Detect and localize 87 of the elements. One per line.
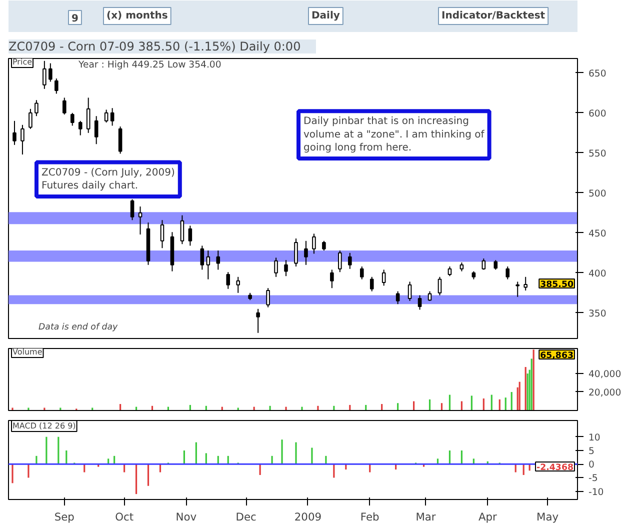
y-tick-label: 550 (588, 148, 606, 160)
chart-title: ZC0709 - Corn 07-09 385.50 (-1.15%) Daily 0:00 (8, 40, 301, 54)
annotation: 385.50 (540, 280, 574, 290)
candlestick (188, 225, 192, 246)
y-tick-label: 0 (588, 460, 594, 471)
candlestick (256, 308, 260, 334)
candlestick (130, 198, 134, 221)
y-tick-label: -5 (588, 473, 598, 484)
candlestick (294, 238, 298, 267)
candlestick (42, 60, 46, 90)
candlestick (236, 276, 240, 294)
candlestick (78, 120, 82, 136)
y-tick-label: 500 (588, 188, 606, 200)
y-tick-label: 5 (588, 446, 594, 457)
candlestick (506, 266, 510, 280)
candlestick (418, 294, 422, 310)
y-tick-label: 650 (588, 68, 606, 80)
candlestick (322, 240, 326, 251)
y-tick-label: 10 (588, 432, 600, 444)
annotation: Daily pinbar that is on increasing volume at a "zone". I am thinking of going long from here. (304, 116, 485, 154)
text: 9 (72, 14, 78, 24)
text: Indicator/Backtest (442, 10, 546, 22)
candlestick (494, 260, 498, 270)
candlestick (360, 266, 364, 280)
candlestick (12, 120, 16, 146)
candlestick (284, 260, 288, 277)
x-tick-label: Mar (416, 510, 436, 524)
candlestick (62, 97, 66, 115)
y-tick-label: 40,000 (588, 368, 622, 380)
candlestick (110, 108, 114, 126)
candlestick (524, 276, 528, 291)
y-tick-label: 20,000 (588, 387, 622, 398)
y-tick-label: -10 (588, 486, 604, 498)
candlestick (200, 245, 204, 270)
candlestick (118, 126, 122, 154)
x-tick-label: May (536, 510, 559, 524)
candlestick (216, 250, 220, 270)
y-tick-label: 350 (588, 308, 606, 320)
y-tick-label: 600 (588, 108, 606, 120)
y-tick-label: 400 (588, 268, 606, 280)
candlestick (226, 272, 230, 290)
annotation: Data is end of day (38, 322, 119, 332)
candlestick (48, 62, 52, 82)
candlestick (330, 269, 334, 289)
candlestick (370, 276, 374, 292)
y-axis-title: MACD (12 26 9) (12, 422, 76, 430)
chart-subtitle: Year : High 449.25 Low 354.00 (78, 60, 222, 70)
candlestick (86, 97, 90, 134)
candlestick (428, 290, 432, 302)
candlestick (266, 288, 270, 308)
candlestick (206, 250, 210, 280)
text: Daily (312, 10, 340, 22)
candlestick (338, 250, 342, 273)
candlestick (160, 220, 164, 249)
annotation: 65,863 (540, 351, 574, 361)
annotation: -2.4368 (536, 463, 574, 473)
candlestick (304, 240, 308, 266)
candlestick (70, 112, 74, 126)
x-tick-label: 2009 (294, 510, 322, 524)
candlestick (382, 269, 386, 286)
candlestick (180, 214, 184, 245)
candlestick (348, 252, 352, 270)
x-tick-label: Dec (236, 510, 257, 524)
candlestick (54, 78, 58, 94)
candlestick (274, 257, 278, 278)
candlestick (94, 116, 98, 145)
candlestick (34, 100, 38, 117)
candlestick (396, 290, 400, 305)
candlestick (104, 109, 108, 123)
candlestick (312, 233, 316, 254)
candlestick (28, 108, 32, 130)
candlestick (20, 124, 24, 155)
x-tick-label: Nov (176, 510, 197, 524)
candlestick (438, 276, 442, 296)
x-tick-label: Oct (115, 510, 134, 524)
x-tick-label: Apr (478, 510, 498, 524)
annotation: ZC0709 - (Corn July, 2009) Futures daily chart. (42, 167, 175, 192)
y-tick-label: 450 (588, 228, 606, 240)
x-tick-label: Sep (54, 510, 75, 524)
candlestick (408, 281, 412, 302)
x-tick-label: Feb (360, 510, 380, 524)
candlestick (448, 266, 452, 277)
y-axis-title: Volume (12, 348, 42, 356)
y-axis-title: Price (12, 58, 32, 66)
candlestick (138, 206, 142, 235)
text: (x) months (106, 10, 168, 22)
candlestick (516, 281, 520, 298)
